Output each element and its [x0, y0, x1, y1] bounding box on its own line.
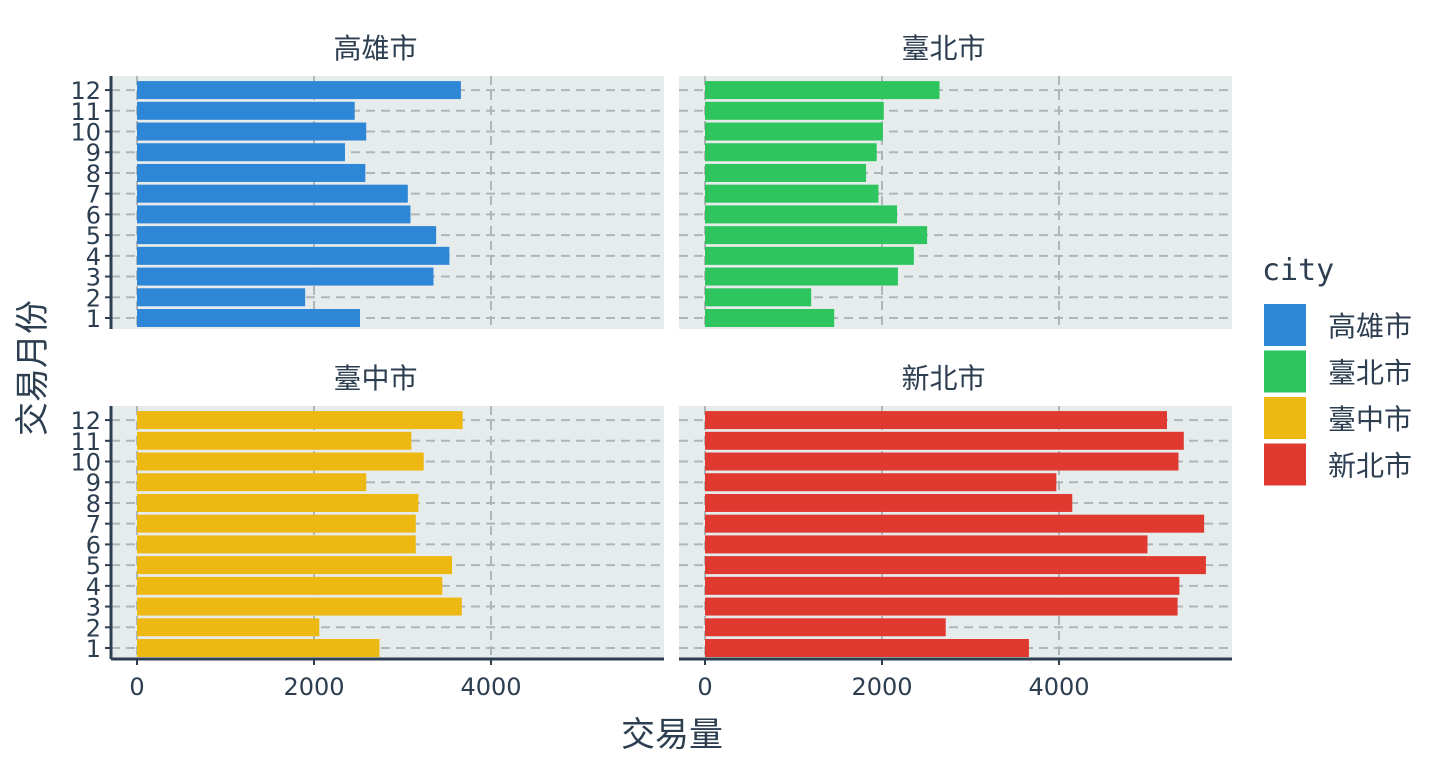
legend-label: 新北市 — [1328, 450, 1412, 483]
x-axis-title: 交易量 — [621, 715, 723, 755]
bar-facet-4-month-4 — [705, 576, 1180, 595]
y-tick-label: 9 — [86, 469, 101, 497]
bar-facet-2-month-9 — [705, 143, 877, 162]
y-tick-label: 1 — [86, 305, 101, 333]
x-tick-label: 0 — [129, 673, 144, 701]
y-tick-label: 5 — [86, 222, 101, 250]
x-tick-label: 4000 — [1028, 673, 1089, 701]
facet-title: 高雄市 — [333, 32, 417, 65]
bar-facet-1-month-2 — [137, 288, 306, 307]
bar-facet-3-month-5 — [137, 556, 453, 575]
facet-title: 臺北市 — [901, 32, 985, 65]
legend-key-4 — [1264, 443, 1306, 486]
bar-facet-2-month-5 — [705, 226, 928, 245]
bar-facet-3-month-7 — [137, 514, 416, 533]
bar-facet-3-month-10 — [137, 452, 424, 471]
y-axis-title: 交易月份 — [13, 300, 53, 436]
bar-facet-1-month-7 — [137, 184, 408, 203]
bar-facet-1-month-3 — [137, 267, 434, 286]
bar-facet-4-month-11 — [705, 431, 1184, 450]
bar-facet-4-month-9 — [705, 473, 1057, 492]
y-tick-label: 10 — [70, 449, 101, 477]
bar-facet-2-month-3 — [705, 267, 898, 286]
x-tick-label: 2000 — [851, 673, 912, 701]
x-tick-label: 2000 — [283, 673, 344, 701]
bar-facet-3-month-6 — [137, 535, 416, 554]
bar-facet-4-month-12 — [705, 411, 1167, 430]
x-tick-label: 0 — [697, 673, 712, 701]
bar-facet-3-month-11 — [137, 431, 412, 450]
facet-title: 新北市 — [901, 362, 985, 395]
y-tick-label: 7 — [86, 511, 101, 539]
y-tick-label: 12 — [70, 407, 101, 435]
y-tick-label: 2 — [86, 614, 101, 642]
bar-facet-1-month-5 — [137, 226, 437, 245]
bar-facet-4-month-5 — [705, 556, 1206, 575]
bar-facet-2-month-10 — [705, 122, 883, 141]
y-tick-label: 10 — [70, 119, 101, 147]
bar-facet-1-month-4 — [137, 246, 450, 265]
y-tick-label: 3 — [86, 594, 101, 622]
bar-facet-2-month-7 — [705, 184, 879, 203]
y-tick-label: 3 — [86, 264, 101, 292]
y-tick-label: 11 — [70, 98, 101, 126]
bar-facet-4-month-2 — [705, 618, 946, 637]
y-tick-label: 7 — [86, 181, 101, 209]
bar-facet-4-month-7 — [705, 514, 1205, 533]
legend-key-1 — [1264, 304, 1306, 346]
bar-facet-2-month-2 — [705, 288, 812, 307]
y-tick-label: 1 — [86, 635, 101, 663]
bar-facet-1-month-8 — [137, 163, 366, 182]
legend-key-3 — [1264, 397, 1306, 439]
bar-facet-4-month-3 — [705, 597, 1178, 616]
bar-facet-3-month-2 — [137, 618, 320, 637]
bar-facet-3-month-9 — [137, 473, 367, 492]
bar-facet-3-month-1 — [137, 639, 380, 657]
y-tick-label: 4 — [86, 573, 101, 601]
y-tick-label: 6 — [86, 201, 101, 229]
facet-title: 臺中市 — [333, 362, 417, 395]
bar-facet-1-month-9 — [137, 143, 345, 162]
bar-facet-4-month-1 — [705, 639, 1029, 657]
bar-facet-4-month-8 — [705, 493, 1073, 512]
y-tick-label: 11 — [70, 428, 101, 456]
legend-label: 高雄市 — [1328, 310, 1412, 343]
x-tick-label: 4000 — [460, 673, 521, 701]
bar-facet-1-month-6 — [137, 205, 411, 224]
bar-facet-2-month-8 — [705, 163, 867, 182]
y-tick-label: 5 — [86, 552, 101, 580]
bar-facet-3-month-8 — [137, 493, 419, 512]
legend-key-2 — [1264, 350, 1306, 393]
bar-facet-2-month-11 — [705, 101, 884, 120]
y-tick-label: 12 — [70, 77, 101, 105]
bar-facet-2-month-12 — [705, 81, 940, 100]
y-tick-label: 9 — [86, 139, 101, 167]
y-tick-label: 8 — [86, 160, 101, 188]
y-tick-label: 8 — [86, 490, 101, 518]
y-tick-label: 4 — [86, 243, 101, 271]
bar-facet-2-month-4 — [705, 246, 914, 265]
bar-facet-1-month-11 — [137, 101, 355, 120]
bar-facet-1-month-1 — [137, 309, 361, 327]
bar-facet-3-month-4 — [137, 576, 443, 595]
bar-facet-3-month-12 — [137, 411, 463, 430]
y-tick-label: 6 — [86, 531, 101, 559]
legend-title: city — [1262, 253, 1334, 288]
bar-facet-4-month-10 — [705, 452, 1179, 471]
bar-facet-3-month-3 — [137, 597, 462, 616]
bar-facet-1-month-10 — [137, 122, 367, 141]
legend-label: 臺北市 — [1328, 357, 1412, 390]
bar-facet-1-month-12 — [137, 81, 461, 100]
bar-facet-2-month-6 — [705, 205, 898, 224]
bar-facet-2-month-1 — [705, 309, 835, 327]
legend-label: 臺中市 — [1328, 403, 1412, 436]
bar-facet-4-month-6 — [705, 535, 1148, 554]
y-tick-label: 2 — [86, 284, 101, 312]
